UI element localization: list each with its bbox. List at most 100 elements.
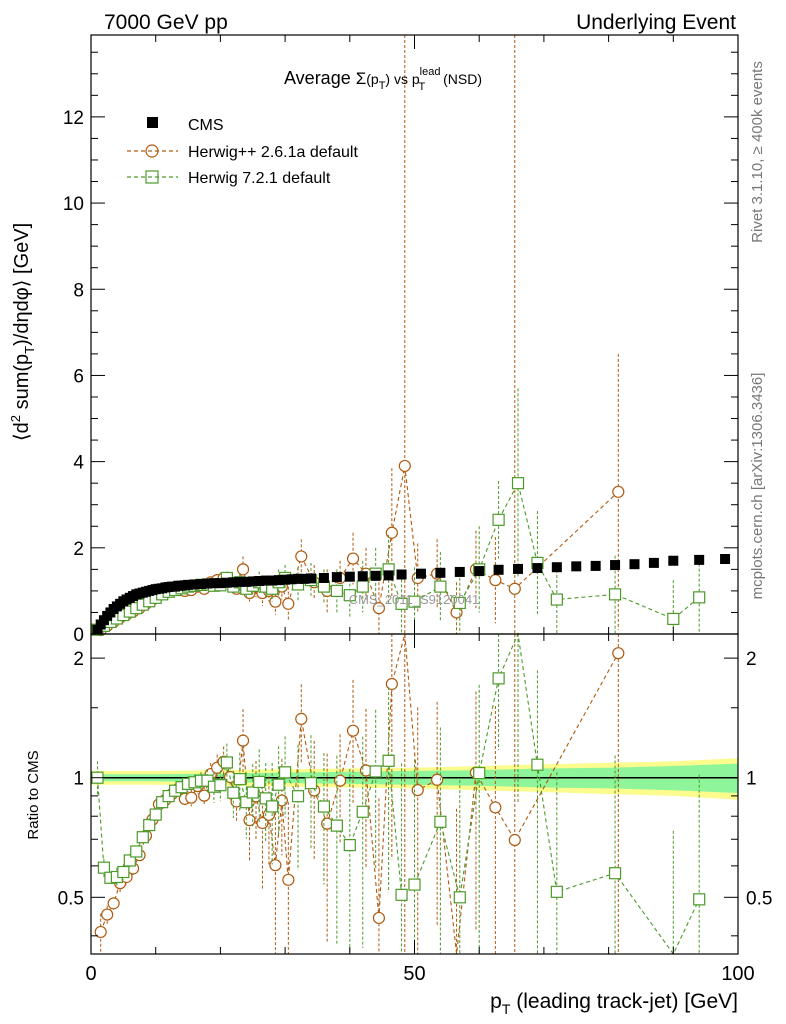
herwig7-ratio-point [117, 865, 130, 879]
cms-point [474, 566, 485, 577]
herwigpp-ratio-point [282, 873, 295, 886]
cms-point [247, 576, 258, 587]
cms-point [551, 562, 562, 573]
herwigpp-ratio-point [372, 911, 386, 925]
herwig7-point [408, 595, 421, 608]
title-sub: T [379, 80, 386, 92]
herwigpp-ratio-point [101, 908, 114, 921]
herwigpp-point [295, 550, 308, 563]
herwigpp-point [372, 602, 386, 615]
herwig7-ratio-point [304, 777, 318, 790]
legend-herwigpp-label: Herwig++ 2.6.1a default [188, 144, 358, 161]
cms-point [234, 576, 245, 587]
cms-point [241, 576, 252, 587]
cms-point [92, 624, 103, 635]
cms-point [280, 574, 291, 585]
herwig7-ratio-point [227, 786, 240, 799]
herwig7-ratio-point [291, 790, 305, 803]
cms-point [228, 577, 239, 588]
herwig7-ratio-point [259, 792, 272, 805]
main-ytick-label: 10 [63, 194, 84, 215]
cms-point [318, 572, 329, 583]
cms-point [221, 577, 232, 588]
rivet-label: Rivet 3.1.10, ≥ 400k events [749, 61, 766, 243]
herwigpp-ratio-point [269, 859, 282, 872]
main-panel-marks [91, 35, 731, 637]
herwigpp-ratio-point [295, 712, 308, 725]
cms-point [720, 554, 731, 565]
cms-point [305, 573, 316, 584]
cms-point [590, 560, 601, 571]
herwig7-point [667, 612, 680, 626]
herwigpp-ratio-point [94, 925, 107, 939]
herwigpp-ratio-point [508, 833, 521, 847]
main-ytick-label: 0 [73, 625, 84, 646]
cms-point [331, 572, 342, 583]
legend-herwig7-label: Herwig 7.2.1 default [188, 170, 331, 187]
xlabel-rest: (leading track-jet) [GeV] [510, 990, 738, 1013]
cms-point [493, 564, 504, 575]
cms-point [267, 575, 278, 586]
herwigpp-point [508, 582, 521, 595]
herwigpp-ratio-point [198, 789, 211, 802]
cms-point [532, 563, 543, 574]
cms-point [357, 571, 368, 582]
title-sub2: T [418, 81, 425, 93]
ratio-ylabel: Ratio to CMS [25, 750, 42, 839]
herwigpp-ratio-point [612, 647, 625, 660]
herwig7-ratio-point [220, 756, 233, 769]
herwig7-ratio-point [395, 888, 408, 901]
main-ytick-label: 6 [73, 366, 84, 387]
herwig7-ratio-point [434, 815, 447, 828]
herwigpp-point [489, 574, 502, 587]
main-ylabel: ⟨d2 sum(pT)/dηdφ⟩ [GeV] [8, 223, 37, 441]
ylabel-c: )/dηdφ⟩ [GeV] [11, 223, 33, 346]
herwig7-ratio-point [492, 672, 505, 685]
herwig7-point [330, 584, 343, 598]
main-ytick-label: 4 [73, 453, 84, 474]
cms-point [629, 559, 640, 570]
cms-point [415, 568, 426, 579]
header-right: Underlying Event [576, 11, 736, 34]
title-vs: vs p [390, 71, 420, 87]
legend-cms-marker [147, 117, 158, 128]
herwig7-ratio-point [240, 796, 253, 809]
cms-point [344, 571, 355, 582]
title-post: (NSD) [439, 71, 482, 87]
herwigpp-ratio-point [236, 734, 250, 747]
herwig7-ratio-point [356, 805, 369, 818]
cms-point [383, 570, 394, 581]
cms-point [293, 573, 304, 584]
herwig7-ratio-point [123, 854, 136, 867]
herwig7-point [608, 588, 622, 601]
herwig7-ratio-point [279, 766, 292, 779]
cms-point [370, 570, 381, 581]
herwig7-ratio-point [246, 786, 259, 799]
herwig7-ratio-point [97, 861, 111, 874]
herwig7-ratio-point [214, 779, 227, 792]
herwigpp-ratio-point [431, 773, 444, 786]
cms-point [260, 575, 271, 586]
title-close: ) [385, 71, 390, 87]
title-sigma: Σ [356, 69, 367, 88]
title-pre: Average [284, 68, 356, 88]
main-ytick-label: 8 [73, 280, 84, 301]
ratio-ytick-label-right: 2 [746, 649, 757, 670]
herwig7-ratio-point [253, 775, 266, 789]
title-p: (p [366, 71, 379, 87]
herwig7-ratio-point [272, 778, 285, 791]
cms-point [454, 566, 465, 577]
herwigpp-ratio-point [411, 783, 424, 797]
cms-point [668, 555, 679, 566]
ylabel-b: sum(p [11, 354, 33, 415]
herwig7-point [343, 589, 356, 602]
herwig7-ratio-point [473, 766, 486, 780]
analysis-watermark: CMS_2011_S9120041 [349, 592, 480, 607]
herwig7-point [395, 597, 408, 610]
x-tick-label: 0 [85, 963, 96, 985]
herwig7-ratio-point [550, 885, 563, 898]
herwigpp-point [385, 526, 398, 539]
cms-point [571, 561, 582, 572]
